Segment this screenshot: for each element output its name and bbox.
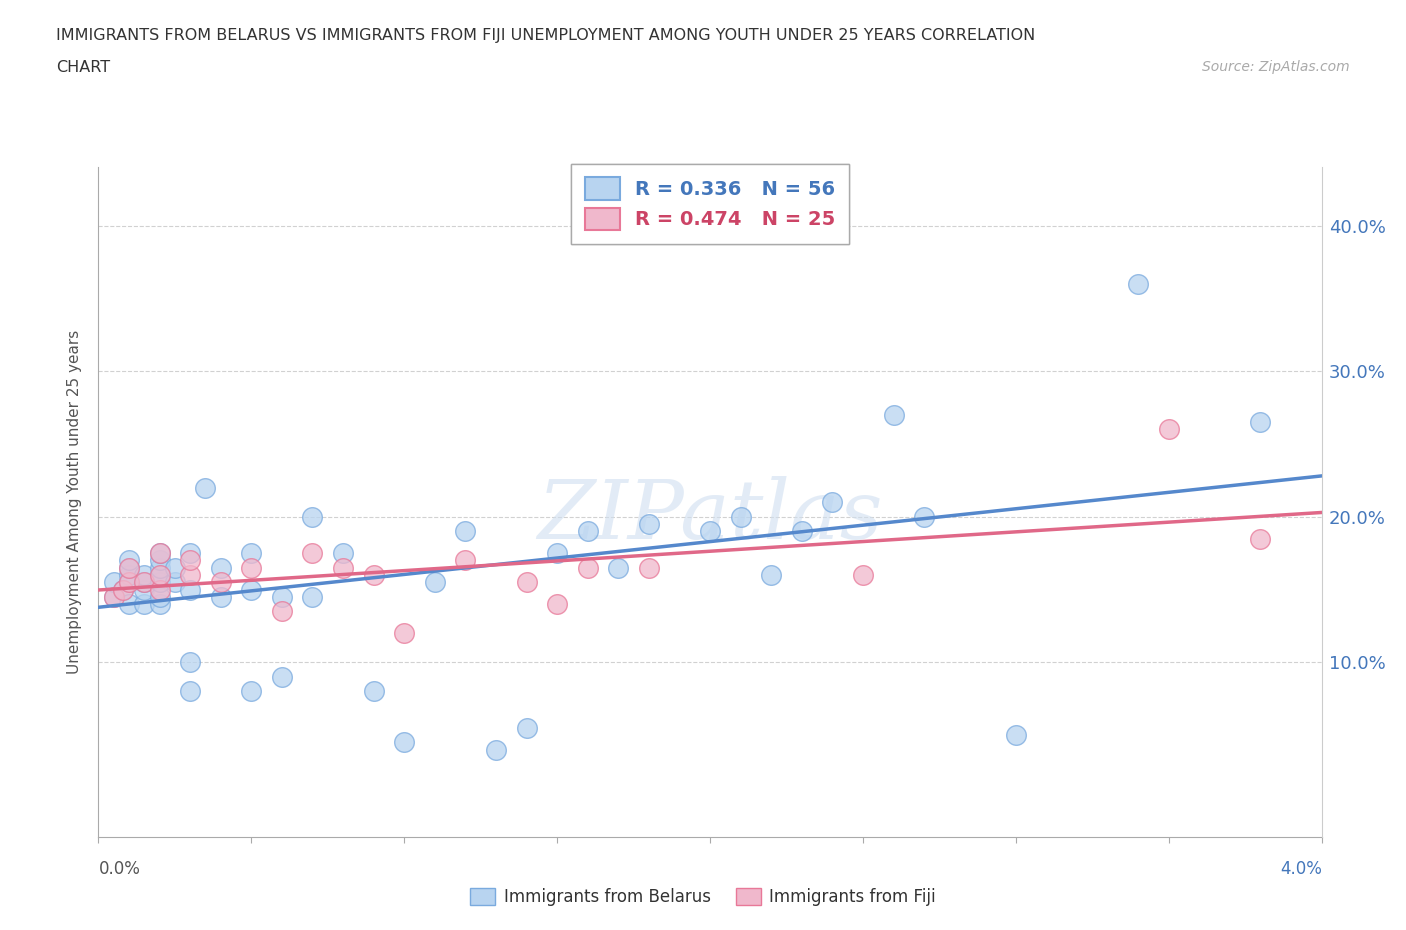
Point [179, 546, 201, 561]
Point [546, 546, 568, 561]
Point [134, 567, 156, 582]
Point [118, 553, 141, 568]
Point [546, 597, 568, 612]
Point [111, 582, 134, 597]
Point [270, 590, 294, 604]
Point [194, 480, 217, 495]
Y-axis label: Unemployment Among Youth under 25 years: Unemployment Among Youth under 25 years [67, 330, 83, 674]
Point [240, 546, 263, 561]
Point [332, 546, 354, 561]
Point [149, 546, 172, 561]
Point [134, 575, 156, 590]
Point [118, 575, 141, 590]
Point [821, 495, 844, 510]
Point [149, 567, 172, 582]
Point [111, 582, 134, 597]
Point [118, 560, 141, 575]
Point [392, 735, 416, 750]
Point [179, 567, 201, 582]
Point [240, 560, 263, 575]
Point [149, 590, 172, 604]
Point [134, 597, 156, 612]
Point [790, 524, 813, 538]
Point [485, 742, 508, 757]
Point [516, 575, 538, 590]
Point [179, 655, 201, 670]
Point [730, 510, 752, 525]
Point [179, 684, 201, 698]
Point [516, 721, 538, 736]
Point [134, 575, 156, 590]
Text: ZIPatlas: ZIPatlas [537, 475, 883, 555]
Point [637, 560, 661, 575]
Point [240, 582, 263, 597]
Point [270, 670, 294, 684]
Point [118, 560, 141, 575]
Point [454, 553, 477, 568]
Point [103, 590, 125, 604]
Point [301, 590, 323, 604]
Point [179, 582, 201, 597]
Point [270, 604, 294, 618]
Point [1128, 276, 1150, 291]
Point [699, 524, 721, 538]
Point [1249, 415, 1271, 430]
Point [118, 575, 141, 590]
Point [149, 567, 172, 582]
Text: IMMIGRANTS FROM BELARUS VS IMMIGRANTS FROM FIJI UNEMPLOYMENT AMONG YOUTH UNDER 2: IMMIGRANTS FROM BELARUS VS IMMIGRANTS FR… [56, 28, 1035, 43]
Point [149, 582, 172, 597]
Point [149, 553, 172, 568]
Point [209, 590, 232, 604]
Point [301, 510, 323, 525]
Point [134, 582, 156, 597]
Legend: R = 0.336   N = 56, R = 0.474   N = 25: R = 0.336 N = 56, R = 0.474 N = 25 [571, 164, 849, 244]
Text: CHART: CHART [56, 60, 110, 75]
Point [103, 590, 125, 604]
Point [1004, 727, 1026, 742]
Point [209, 575, 232, 590]
Point [637, 516, 661, 531]
Point [149, 575, 172, 590]
Point [423, 575, 446, 590]
Point [607, 560, 630, 575]
Legend: Immigrants from Belarus, Immigrants from Fiji: Immigrants from Belarus, Immigrants from… [464, 881, 942, 912]
Point [149, 546, 172, 561]
Point [301, 546, 323, 561]
Point [118, 597, 141, 612]
Point [149, 560, 172, 575]
Point [209, 560, 232, 575]
Text: 4.0%: 4.0% [1279, 860, 1322, 878]
Point [179, 553, 201, 568]
Point [332, 560, 354, 575]
Point [363, 684, 385, 698]
Point [392, 626, 416, 641]
Point [103, 575, 125, 590]
Point [576, 524, 599, 538]
Point [454, 524, 477, 538]
Text: Source: ZipAtlas.com: Source: ZipAtlas.com [1202, 60, 1350, 74]
Point [163, 560, 186, 575]
Point [883, 407, 905, 422]
Point [576, 560, 599, 575]
Point [163, 575, 186, 590]
Point [363, 567, 385, 582]
Text: 0.0%: 0.0% [98, 860, 141, 878]
Point [118, 567, 141, 582]
Point [759, 567, 782, 582]
Point [149, 597, 172, 612]
Point [912, 510, 935, 525]
Point [852, 567, 875, 582]
Point [240, 684, 263, 698]
Point [1157, 422, 1180, 437]
Point [1249, 531, 1271, 546]
